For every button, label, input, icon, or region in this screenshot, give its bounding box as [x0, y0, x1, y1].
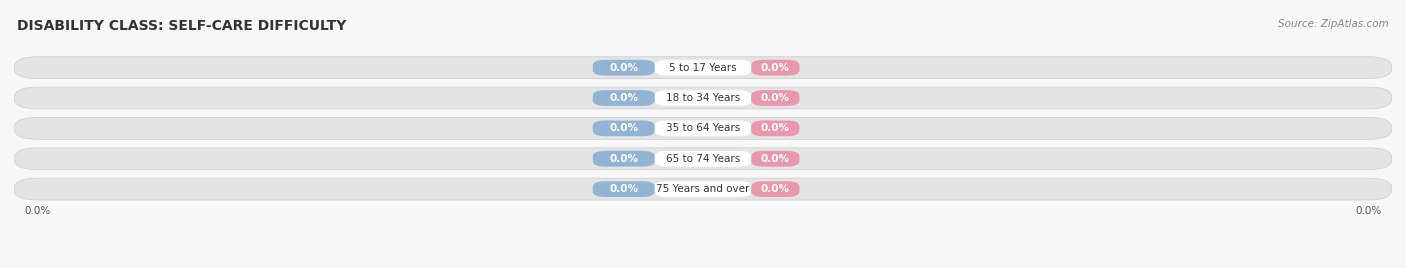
Text: 0.0%: 0.0%	[609, 154, 638, 164]
FancyBboxPatch shape	[751, 151, 800, 167]
Text: 0.0%: 0.0%	[761, 93, 790, 103]
Text: 0.0%: 0.0%	[761, 184, 790, 194]
Text: 0.0%: 0.0%	[761, 154, 790, 164]
FancyBboxPatch shape	[751, 90, 800, 106]
Text: 0.0%: 0.0%	[609, 93, 638, 103]
FancyBboxPatch shape	[751, 121, 800, 136]
Text: 0.0%: 0.0%	[609, 63, 638, 73]
Text: 0.0%: 0.0%	[761, 123, 790, 133]
FancyBboxPatch shape	[593, 151, 655, 167]
Text: 0.0%: 0.0%	[761, 63, 790, 73]
FancyBboxPatch shape	[14, 87, 1392, 109]
FancyBboxPatch shape	[14, 117, 1392, 139]
FancyBboxPatch shape	[14, 178, 1392, 200]
Text: 65 to 74 Years: 65 to 74 Years	[666, 154, 740, 164]
Text: 0.0%: 0.0%	[609, 123, 638, 133]
Text: DISABILITY CLASS: SELF-CARE DIFFICULTY: DISABILITY CLASS: SELF-CARE DIFFICULTY	[17, 19, 346, 33]
FancyBboxPatch shape	[751, 60, 800, 76]
Text: 0.0%: 0.0%	[1355, 206, 1382, 216]
FancyBboxPatch shape	[655, 151, 751, 167]
Text: 18 to 34 Years: 18 to 34 Years	[666, 93, 740, 103]
Text: 35 to 64 Years: 35 to 64 Years	[666, 123, 740, 133]
Text: 75 Years and over: 75 Years and over	[657, 184, 749, 194]
FancyBboxPatch shape	[751, 181, 800, 197]
FancyBboxPatch shape	[593, 90, 655, 106]
FancyBboxPatch shape	[14, 57, 1392, 79]
FancyBboxPatch shape	[655, 181, 751, 197]
Text: 0.0%: 0.0%	[24, 206, 51, 216]
FancyBboxPatch shape	[14, 148, 1392, 170]
FancyBboxPatch shape	[593, 181, 655, 197]
Text: 5 to 17 Years: 5 to 17 Years	[669, 63, 737, 73]
Text: 0.0%: 0.0%	[609, 184, 638, 194]
FancyBboxPatch shape	[593, 121, 655, 136]
FancyBboxPatch shape	[655, 60, 751, 76]
FancyBboxPatch shape	[655, 121, 751, 136]
Text: Source: ZipAtlas.com: Source: ZipAtlas.com	[1278, 19, 1389, 29]
FancyBboxPatch shape	[593, 60, 655, 76]
FancyBboxPatch shape	[655, 90, 751, 106]
